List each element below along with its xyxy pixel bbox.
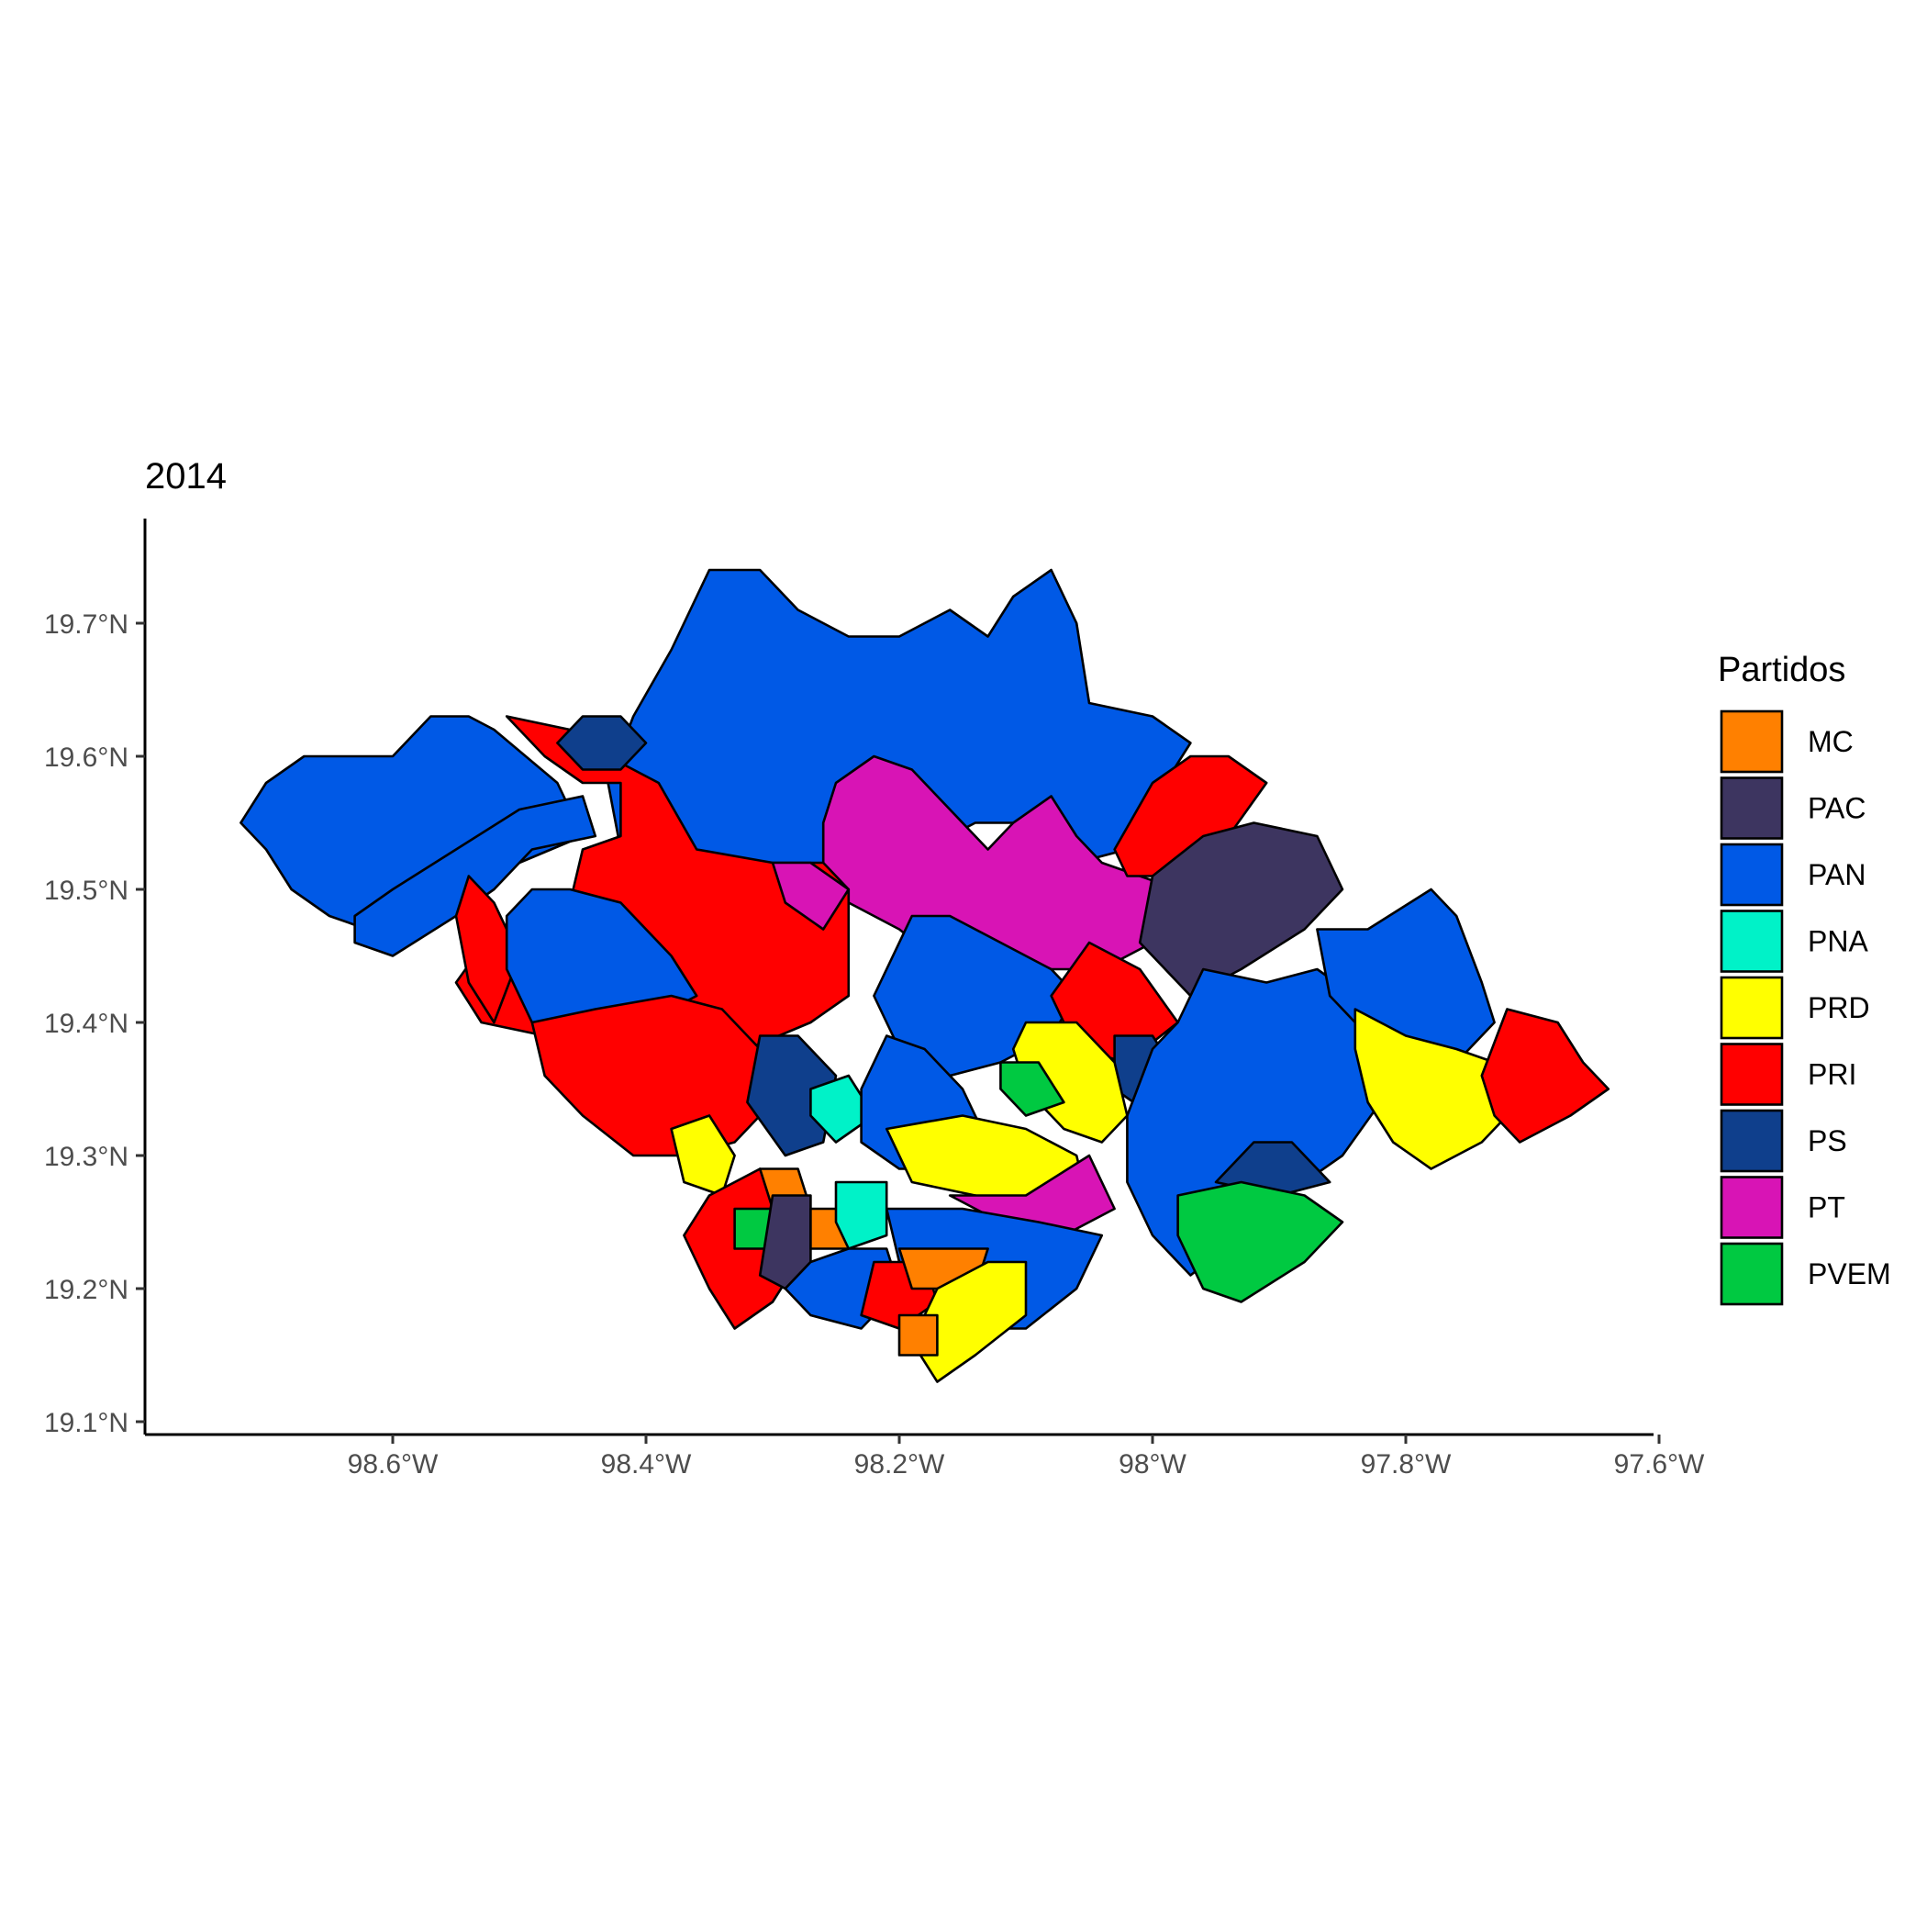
x-tick-label: 98.4°W	[601, 1449, 692, 1480]
region-pna-36	[834, 1180, 888, 1250]
region-pvem-26	[999, 1061, 1065, 1117]
legend-label-pna: PNA	[1808, 925, 1868, 958]
region-pt-10	[771, 861, 851, 931]
legend-swatch-pvem	[1720, 1242, 1784, 1306]
region-pna-23	[809, 1074, 875, 1144]
legend-title: Partidos	[1718, 651, 1845, 689]
map-title: 2014	[145, 456, 227, 497]
legend-swatch-pri	[1720, 1043, 1784, 1106]
region-pri-19	[1480, 1008, 1610, 1144]
region-ps-22	[746, 1034, 838, 1157]
legend-swatch-pac	[1720, 776, 1784, 840]
legend-label-pri: PRI	[1808, 1058, 1856, 1091]
region-ps-6	[556, 715, 648, 771]
x-tick-label: 97.8°W	[1361, 1449, 1452, 1480]
region-pvem-21	[1176, 1180, 1344, 1303]
legend: Partidos MC PAC PAN PNA PRD PRI PS PT PVEM	[1718, 651, 1891, 1306]
y-tick-label: 19.5°N	[44, 876, 128, 906]
legend-label-mc: MC	[1808, 725, 1854, 758]
x-tick-label: 98°W	[1119, 1449, 1186, 1480]
legend-label-prd: PRD	[1808, 991, 1870, 1024]
region-pan-1	[239, 715, 585, 931]
region-pri-9	[530, 994, 762, 1157]
legend-swatch-ps	[1720, 1109, 1784, 1173]
y-tick-label: 19.1°N	[44, 1408, 128, 1438]
legend-swatch-pt	[1720, 1176, 1784, 1239]
legend-label-pan: PAN	[1808, 858, 1866, 891]
legend-label-ps: PS	[1808, 1124, 1847, 1157]
x-tick-label: 97.6°W	[1614, 1449, 1705, 1480]
x-axis-ticks: 98.6°W 98.4°W 98.2°W 98°W 97.8°W 97.6°W	[348, 1435, 1705, 1480]
legend-swatch-prd	[1720, 976, 1784, 1040]
y-tick-label: 19.2°N	[44, 1275, 128, 1305]
legend-swatch-pan	[1720, 843, 1784, 907]
region-pri-13	[1113, 754, 1268, 877]
x-tick-label: 98.6°W	[348, 1449, 439, 1480]
legend-entries: MC PAC PAN PNA PRD PRI PS PT PVEM	[1720, 709, 1891, 1306]
legend-label-pac: PAC	[1808, 792, 1866, 825]
legend-label-pvem: PVEM	[1808, 1257, 1891, 1290]
region-prd-18	[1353, 1008, 1521, 1170]
regions-layer	[239, 568, 1610, 1383]
y-tick-label: 19.6°N	[44, 743, 128, 773]
region-pan-2	[353, 795, 597, 957]
legend-swatch-mc	[1720, 709, 1784, 774]
region-pac-14	[1138, 821, 1344, 998]
legend-label-pt: PT	[1808, 1191, 1845, 1224]
y-tick-label: 19.3°N	[44, 1142, 128, 1172]
legend-swatch-pna	[1720, 910, 1784, 973]
region-pri-7	[454, 875, 521, 1024]
y-tick-label: 19.4°N	[44, 1009, 128, 1039]
region-prd-30	[670, 1114, 736, 1197]
y-tick-label: 19.7°N	[44, 609, 128, 640]
region-mc-41	[897, 1313, 939, 1357]
x-tick-label: 98.2°W	[854, 1449, 945, 1480]
y-axis-ticks: 19.1°N 19.2°N 19.3°N 19.4°N 19.5°N 19.6°N 19.7…	[44, 609, 145, 1438]
